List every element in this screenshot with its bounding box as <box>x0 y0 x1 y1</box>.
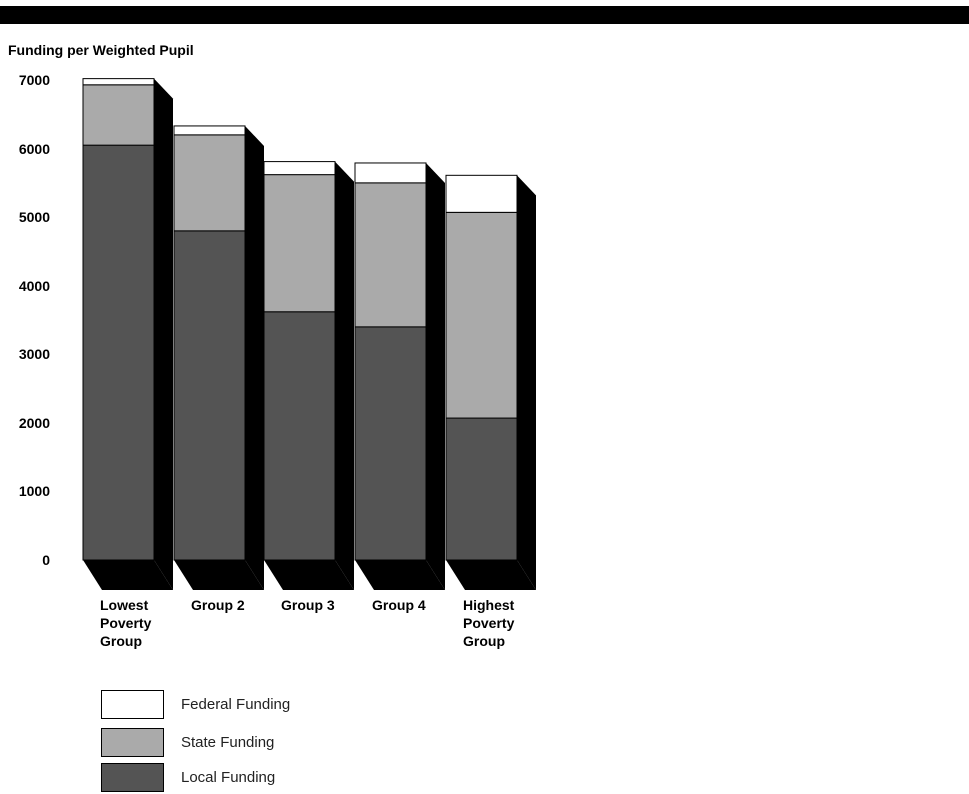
bar-floor-shadow <box>264 560 354 590</box>
bar-segment-federal-funding <box>445 174 518 213</box>
legend-swatch-federal <box>101 690 164 719</box>
bar-segment-federal-funding <box>173 125 246 136</box>
legend-label-federal: Federal Funding <box>181 696 291 713</box>
bar-floor-shadow <box>83 560 173 590</box>
legend-swatch-state <box>101 728 164 757</box>
bar-segment-state-funding <box>445 211 518 419</box>
x-category-label: Group 2 <box>191 596 245 614</box>
x-category-label-line: Group <box>463 633 505 649</box>
bar-segment-state-funding <box>263 174 336 313</box>
bar-floor-shadow <box>446 560 536 590</box>
x-category-label-line: Poverty <box>100 615 152 631</box>
x-category-label: Group 3 <box>281 596 335 614</box>
bar-segment-local-funding <box>445 417 518 561</box>
top-banner-bar <box>0 6 969 24</box>
legend-label-state: State Funding <box>181 734 275 751</box>
x-category-label-line: Poverty <box>463 615 515 631</box>
bar-segment-local-funding <box>354 326 427 561</box>
y-tick-label: 1000 <box>18 483 50 500</box>
bar-side-shadow <box>426 162 445 590</box>
bar-floor-shadow <box>355 560 445 590</box>
bar-side-shadow <box>517 175 536 591</box>
x-category-label-line: Group 4 <box>372 597 426 613</box>
y-tick-label: 3000 <box>18 346 50 363</box>
y-tick-label: 5000 <box>18 209 50 226</box>
bar-segment-federal-funding <box>354 162 427 184</box>
bar-segment-local-funding <box>263 311 336 561</box>
y-tick-label: 6000 <box>18 140 50 157</box>
bar-segment-state-funding <box>354 182 427 328</box>
x-category-label: Highest Poverty Group <box>463 596 514 650</box>
bar-segment-local-funding <box>173 230 246 561</box>
chart-title: Funding per Weighted Pupil <box>8 42 194 58</box>
x-category-label-line: Group <box>100 633 142 649</box>
legend-swatch-local <box>101 763 164 792</box>
bar-segment-state-funding <box>173 134 246 232</box>
x-category-label: Group 4 <box>372 596 426 614</box>
bar-side-shadow <box>154 78 173 590</box>
bar-segment-federal-funding <box>263 161 336 176</box>
x-category-label-line: Highest <box>463 597 515 613</box>
bar-segment-local-funding <box>82 144 155 561</box>
y-tick-label: 4000 <box>18 277 50 294</box>
x-category-label-line: Group 3 <box>281 597 335 613</box>
y-tick-label: 2000 <box>18 414 50 431</box>
bar-segment-federal-funding <box>82 78 155 86</box>
x-category-label-line: Group 2 <box>191 597 245 613</box>
bar-side-shadow <box>335 161 354 590</box>
x-category-label-line: Lowest <box>100 597 149 613</box>
y-tick-label: 0 <box>42 552 50 568</box>
bar-segment-state-funding <box>82 84 155 146</box>
legend-label-local: Local Funding <box>181 769 276 786</box>
y-tick-label: 7000 <box>18 72 50 88</box>
x-category-label: Lowest Poverty Group <box>100 596 151 650</box>
bar-side-shadow <box>245 125 264 590</box>
bar-floor-shadow <box>174 560 264 590</box>
